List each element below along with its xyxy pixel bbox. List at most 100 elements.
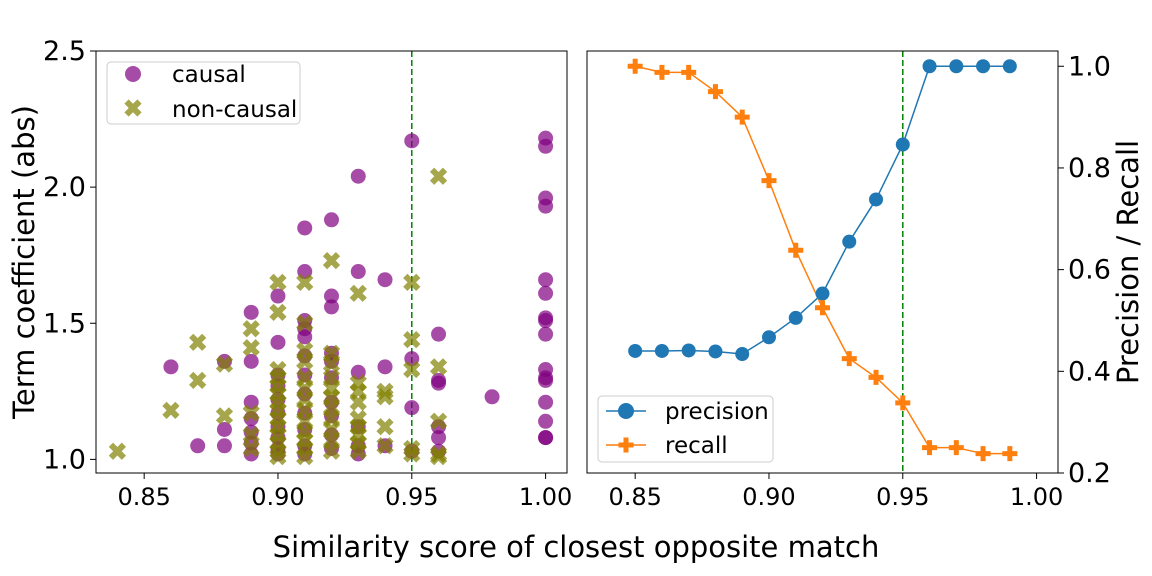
scatter-legend: causal non-causal <box>106 61 301 125</box>
precision-point <box>708 344 723 359</box>
non-causal-point <box>403 273 421 292</box>
non-causal-point <box>242 426 260 444</box>
scatter-plot-frame <box>95 50 568 474</box>
precision-point <box>1002 59 1017 74</box>
causal-point <box>324 288 339 304</box>
non-causal-point <box>242 320 260 338</box>
x-tick-label: 1.00 <box>519 483 572 511</box>
causal-point <box>538 285 554 301</box>
causal-point <box>538 313 554 329</box>
non-causal-point <box>108 442 127 460</box>
non-causal-point <box>376 388 394 406</box>
precision-recall-panel: 0.85 0.90 0.95 1.00 0.2 0.4 0.6 0.8 1.0 Precisi… <box>586 50 1145 511</box>
x-tick-label: 0.90 <box>251 483 304 511</box>
x-tick-label: 1.00 <box>1010 483 1063 511</box>
causal-point <box>404 400 420 416</box>
non-causal-point <box>296 448 314 466</box>
precision-point <box>869 192 884 207</box>
recall-point <box>948 440 964 456</box>
causal-point <box>538 326 554 342</box>
causal-point <box>350 264 366 280</box>
precision-point <box>922 59 937 74</box>
precision-point <box>815 286 830 301</box>
non-causal-point <box>162 401 180 420</box>
causal-point <box>538 372 554 388</box>
causal-point <box>484 389 500 405</box>
causal-point <box>404 133 420 149</box>
y-tick-label: 2.5 <box>43 36 86 67</box>
recall-point <box>654 64 670 80</box>
x-tick-label: 0.90 <box>742 483 795 511</box>
causal-point <box>243 304 259 320</box>
non-causal-point <box>322 252 341 270</box>
recall-point <box>734 109 750 125</box>
shared-x-axis-label: Similarity score of closest opposite mat… <box>273 530 880 564</box>
causal-point <box>350 168 366 184</box>
non-causal-point <box>215 355 234 373</box>
non-causal-point <box>403 360 421 379</box>
non-causal-point <box>349 393 367 411</box>
causal-point <box>377 272 393 288</box>
causal-point <box>538 413 554 429</box>
legend-precision-marker <box>618 403 634 419</box>
pr-legend: precision recall <box>597 395 774 463</box>
legend-recall-marker <box>618 437 634 453</box>
x-tick-label: 0.85 <box>608 483 661 511</box>
y-tick-label: 0.6 <box>1068 255 1111 286</box>
non-causal-point <box>215 407 234 425</box>
non-causal-point <box>269 448 287 466</box>
pr-plot-frame <box>586 50 1059 474</box>
scatter-x-ticks: 0.85 0.90 0.95 1.00 <box>117 473 572 511</box>
legend-non-causal-label: non-causal <box>172 97 297 123</box>
causal-point <box>243 353 259 369</box>
non-causal-point <box>269 303 287 321</box>
y-tick-label: 1.5 <box>43 308 86 339</box>
non-causal-point <box>242 339 260 357</box>
recall-point <box>922 440 938 456</box>
pr-marks <box>627 58 1018 462</box>
x-tick-label: 0.85 <box>117 483 170 511</box>
recall-point <box>868 369 884 385</box>
non-causal-point <box>429 412 448 430</box>
legend-x-glyph <box>124 99 142 117</box>
legend-causal-marker <box>125 66 141 82</box>
non-causal-point <box>296 273 314 292</box>
non-causal-point <box>189 371 207 390</box>
y-tick-label: 0.4 <box>1068 356 1111 387</box>
precision-point <box>976 59 991 74</box>
causal-point <box>538 198 554 214</box>
causal-point <box>324 212 339 228</box>
y-tick-label: 1.0 <box>1068 51 1111 82</box>
legend-non-causal-marker <box>124 99 142 117</box>
causal-point <box>216 438 232 454</box>
non-causal-point <box>429 167 448 185</box>
precision-point <box>842 234 857 249</box>
causal-point <box>324 299 339 315</box>
recall-point <box>841 351 857 367</box>
precision-point <box>949 59 964 74</box>
scatter-y-ticks: 1.0 1.5 2.0 2.5 <box>43 36 96 475</box>
y-tick-label: 0.8 <box>1068 153 1111 184</box>
pr-y-axis-label: Precision / Recall <box>1111 140 1145 384</box>
non-causal-point <box>322 355 341 373</box>
non-causal-point <box>403 445 421 463</box>
non-causal-point <box>269 273 287 292</box>
precision-point <box>628 343 643 358</box>
precision-point <box>895 137 910 152</box>
non-causal-point <box>349 284 367 302</box>
scatter-marks <box>108 130 554 466</box>
causal-point <box>297 220 313 236</box>
precision-point <box>788 310 803 325</box>
causal-point <box>538 430 554 446</box>
non-causal-point <box>349 442 367 460</box>
recall-point <box>761 173 777 189</box>
causal-point <box>538 272 554 288</box>
non-causal-point <box>296 314 314 332</box>
recall-point <box>627 58 643 74</box>
pr-x-ticks: 0.85 0.90 0.95 1.00 <box>608 473 1063 511</box>
recall-point <box>895 395 911 411</box>
non-causal-point <box>429 448 448 466</box>
recall-point <box>788 242 804 258</box>
recall-point <box>815 300 830 316</box>
